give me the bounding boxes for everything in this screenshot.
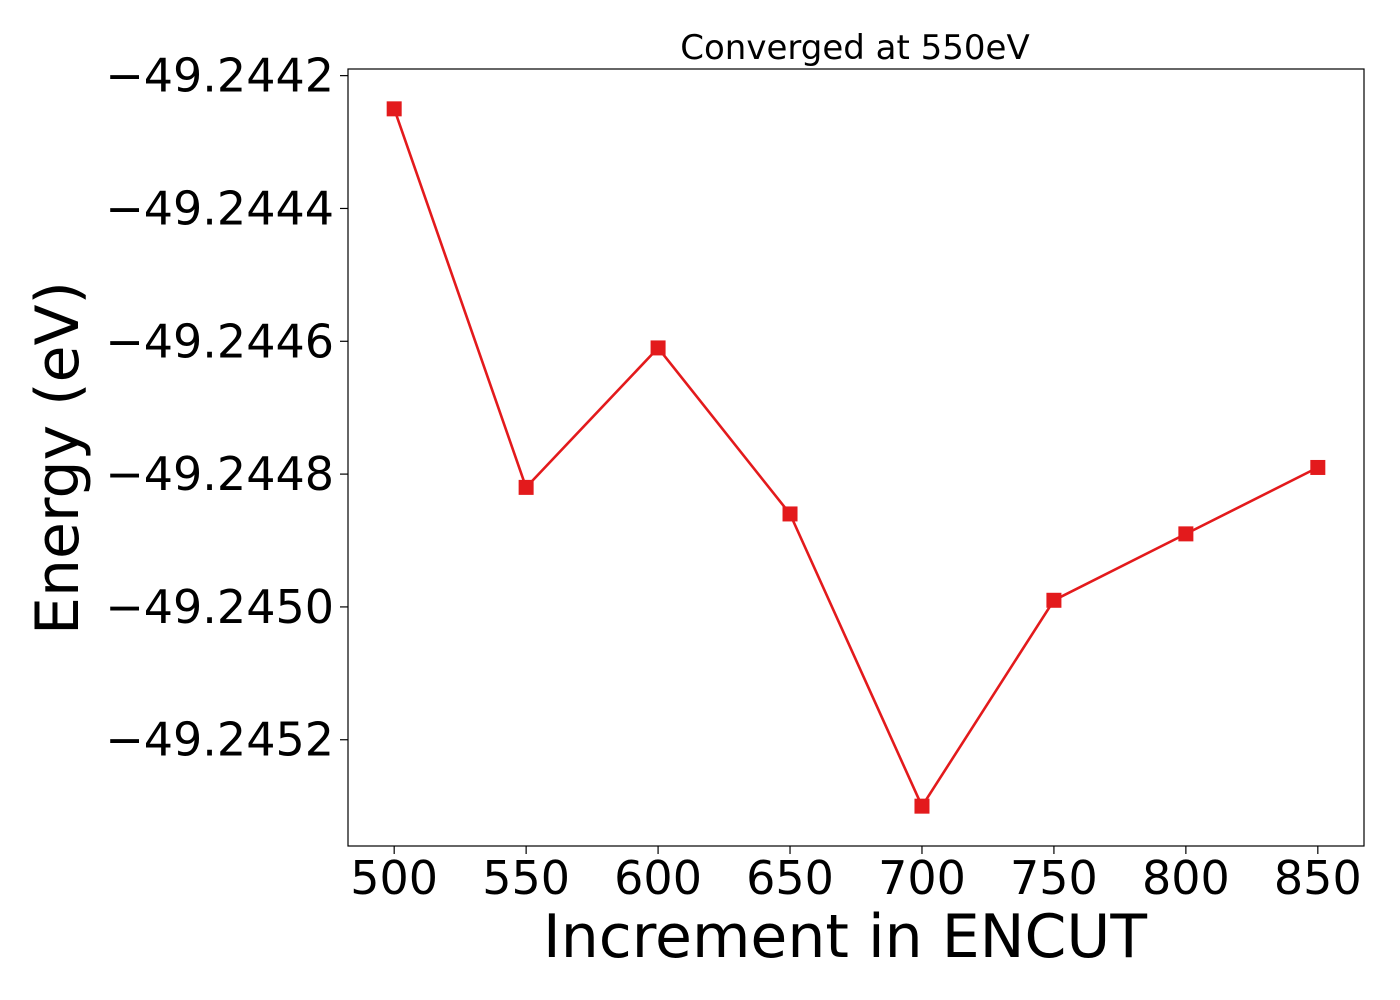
x-tick-label: 600	[614, 851, 702, 905]
y-tick-label: −49.2452	[105, 713, 334, 767]
y-tick-label: −49.2442	[105, 49, 334, 103]
x-axis: 500 550 600 650 700 750 800 850	[350, 846, 1362, 905]
x-tick-label: 650	[746, 851, 834, 905]
x-axis-label: Increment in ENCUT	[543, 902, 1147, 972]
chart-title: Converged at 550eV	[680, 28, 1029, 68]
x-tick-label: 500	[350, 851, 438, 905]
x-tick-label: 800	[1142, 851, 1230, 905]
data-point-800	[1178, 526, 1194, 542]
data-point-850	[1310, 459, 1326, 475]
plot-frame	[347, 68, 1365, 847]
data-point-550	[518, 479, 534, 495]
series-layer	[386, 101, 1326, 814]
y-tick-label: −49.2450	[105, 580, 334, 634]
x-tick-label: 750	[1010, 851, 1098, 905]
data-point-700	[914, 798, 930, 814]
data-point-750	[1046, 592, 1062, 608]
data-point-500	[386, 101, 402, 117]
x-tick-label: 850	[1274, 851, 1362, 905]
y-tick-label: −49.2444	[105, 181, 334, 235]
y-axis-label: Energy (eV)	[23, 281, 93, 635]
series-line	[392, 108, 1319, 808]
y-tick-label: −49.2448	[105, 447, 334, 501]
x-tick-label: 700	[878, 851, 966, 905]
data-point-600	[650, 340, 666, 356]
y-tick-label: −49.2446	[105, 314, 334, 368]
data-point-650	[782, 506, 798, 522]
x-tick-label: 550	[482, 851, 570, 905]
y-axis: −49.2442 −49.2444 −49.2446 −49.2448 −49.2450…	[105, 49, 348, 767]
